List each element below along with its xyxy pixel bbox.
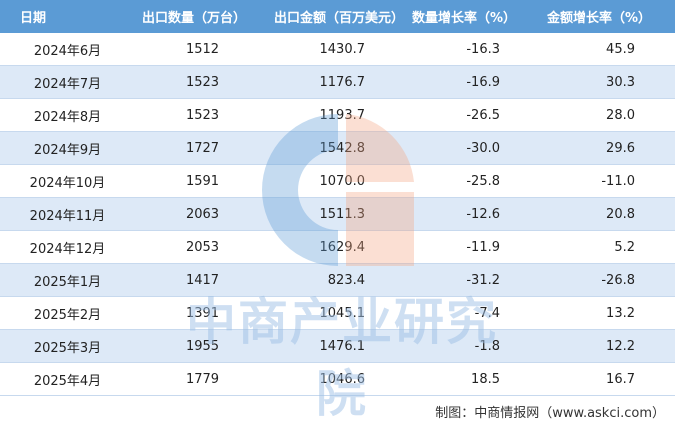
table-row: 2024年6月 1512 1430.7 -16.3 45.9	[0, 33, 675, 66]
cell-amount-growth: 12.2	[540, 329, 675, 363]
cell-amount-growth: 28.0	[540, 98, 675, 132]
cell-amount: 1176.7	[270, 65, 405, 99]
table-row: 2025年1月 1417 823.4 -31.2 -26.8	[0, 263, 675, 297]
cell-quantity: 2053	[135, 230, 270, 264]
cell-quantity: 1523	[135, 98, 270, 132]
table-row: 2024年9月 1727 1542.8 -30.0 29.6	[0, 131, 675, 165]
table-row: 2024年7月 1523 1176.7 -16.9 30.3	[0, 65, 675, 99]
cell-date: 2024年6月	[0, 33, 135, 66]
header-quantity-growth: 数量增长率（%）	[405, 0, 540, 33]
cell-amount: 1046.6	[270, 362, 405, 396]
table-header: 日期 出口数量（万台） 出口金额（百万美元） 数量增长率（%） 金额增长率（%）	[0, 0, 675, 33]
cell-amount-growth: 16.7	[540, 362, 675, 396]
cell-quantity-growth: -11.9	[405, 230, 540, 264]
cell-quantity-growth: -30.0	[405, 131, 540, 165]
cell-amount-growth: -11.0	[540, 164, 675, 198]
cell-amount: 1430.7	[270, 33, 405, 66]
cell-date: 2025年3月	[0, 329, 135, 363]
cell-quantity: 1591	[135, 164, 270, 198]
cell-quantity: 2063	[135, 197, 270, 231]
table-row: 2024年11月 2063 1511.3 -12.6 20.8	[0, 197, 675, 231]
cell-amount-growth: 29.6	[540, 131, 675, 165]
cell-amount: 1476.1	[270, 329, 405, 363]
cell-quantity-growth: -7.4	[405, 296, 540, 330]
cell-amount-growth: -26.8	[540, 263, 675, 297]
cell-date: 2024年11月	[0, 197, 135, 231]
table-row: 2025年2月 1391 1045.1 -7.4 13.2	[0, 296, 675, 330]
cell-amount-growth: 20.8	[540, 197, 675, 231]
header-quantity: 出口数量（万台）	[135, 0, 270, 33]
cell-amount: 823.4	[270, 263, 405, 297]
cell-quantity-growth: -25.8	[405, 164, 540, 198]
source-caption: 制图：中商情报网（www.askci.com）	[435, 406, 665, 421]
cell-quantity: 1779	[135, 362, 270, 396]
header-row: 日期 出口数量（万台） 出口金额（百万美元） 数量增长率（%） 金额增长率（%）	[0, 0, 675, 33]
cell-quantity-growth: 18.5	[405, 362, 540, 396]
cell-date: 2024年8月	[0, 98, 135, 132]
table-row: 2025年3月 1955 1476.1 -1.8 12.2	[0, 329, 675, 363]
cell-quantity-growth: -31.2	[405, 263, 540, 297]
cell-amount: 1070.0	[270, 164, 405, 198]
header-amount: 出口金额（百万美元）	[270, 0, 405, 33]
table-row: 2024年10月 1591 1070.0 -25.8 -11.0	[0, 164, 675, 198]
cell-date: 2025年4月	[0, 362, 135, 396]
cell-date: 2025年1月	[0, 263, 135, 297]
data-table-container: 日期 出口数量（万台） 出口金额（百万美元） 数量增长率（%） 金额增长率（%）…	[0, 0, 675, 396]
cell-quantity: 1727	[135, 131, 270, 165]
cell-amount: 1511.3	[270, 197, 405, 231]
cell-amount-growth: 5.2	[540, 230, 675, 264]
cell-amount-growth: 45.9	[540, 33, 675, 66]
cell-amount: 1629.4	[270, 230, 405, 264]
cell-quantity-growth: -16.3	[405, 33, 540, 66]
cell-quantity-growth: -12.6	[405, 197, 540, 231]
cell-quantity-growth: -26.5	[405, 98, 540, 132]
header-date: 日期	[0, 0, 135, 33]
cell-amount: 1542.8	[270, 131, 405, 165]
cell-quantity-growth: -1.8	[405, 329, 540, 363]
cell-date: 2025年2月	[0, 296, 135, 330]
cell-quantity: 1512	[135, 33, 270, 66]
cell-amount-growth: 13.2	[540, 296, 675, 330]
cell-quantity: 1955	[135, 329, 270, 363]
cell-date: 2024年12月	[0, 230, 135, 264]
cell-date: 2024年7月	[0, 65, 135, 99]
cell-quantity-growth: -16.9	[405, 65, 540, 99]
table-row: 2024年8月 1523 1193.7 -26.5 28.0	[0, 98, 675, 132]
cell-amount-growth: 30.3	[540, 65, 675, 99]
export-data-table: 日期 出口数量（万台） 出口金额（百万美元） 数量增长率（%） 金额增长率（%）…	[0, 0, 675, 396]
cell-date: 2024年10月	[0, 164, 135, 198]
cell-amount: 1045.1	[270, 296, 405, 330]
cell-quantity: 1523	[135, 65, 270, 99]
table-row: 2024年12月 2053 1629.4 -11.9 5.2	[0, 230, 675, 264]
header-amount-growth: 金额增长率（%）	[540, 0, 675, 33]
table-body: 2024年6月 1512 1430.7 -16.3 45.9 2024年7月 1523 117…	[0, 33, 675, 396]
cell-quantity: 1391	[135, 296, 270, 330]
table-row: 2025年4月 1779 1046.6 18.5 16.7	[0, 362, 675, 396]
cell-quantity: 1417	[135, 263, 270, 297]
cell-amount: 1193.7	[270, 98, 405, 132]
cell-date: 2024年9月	[0, 131, 135, 165]
